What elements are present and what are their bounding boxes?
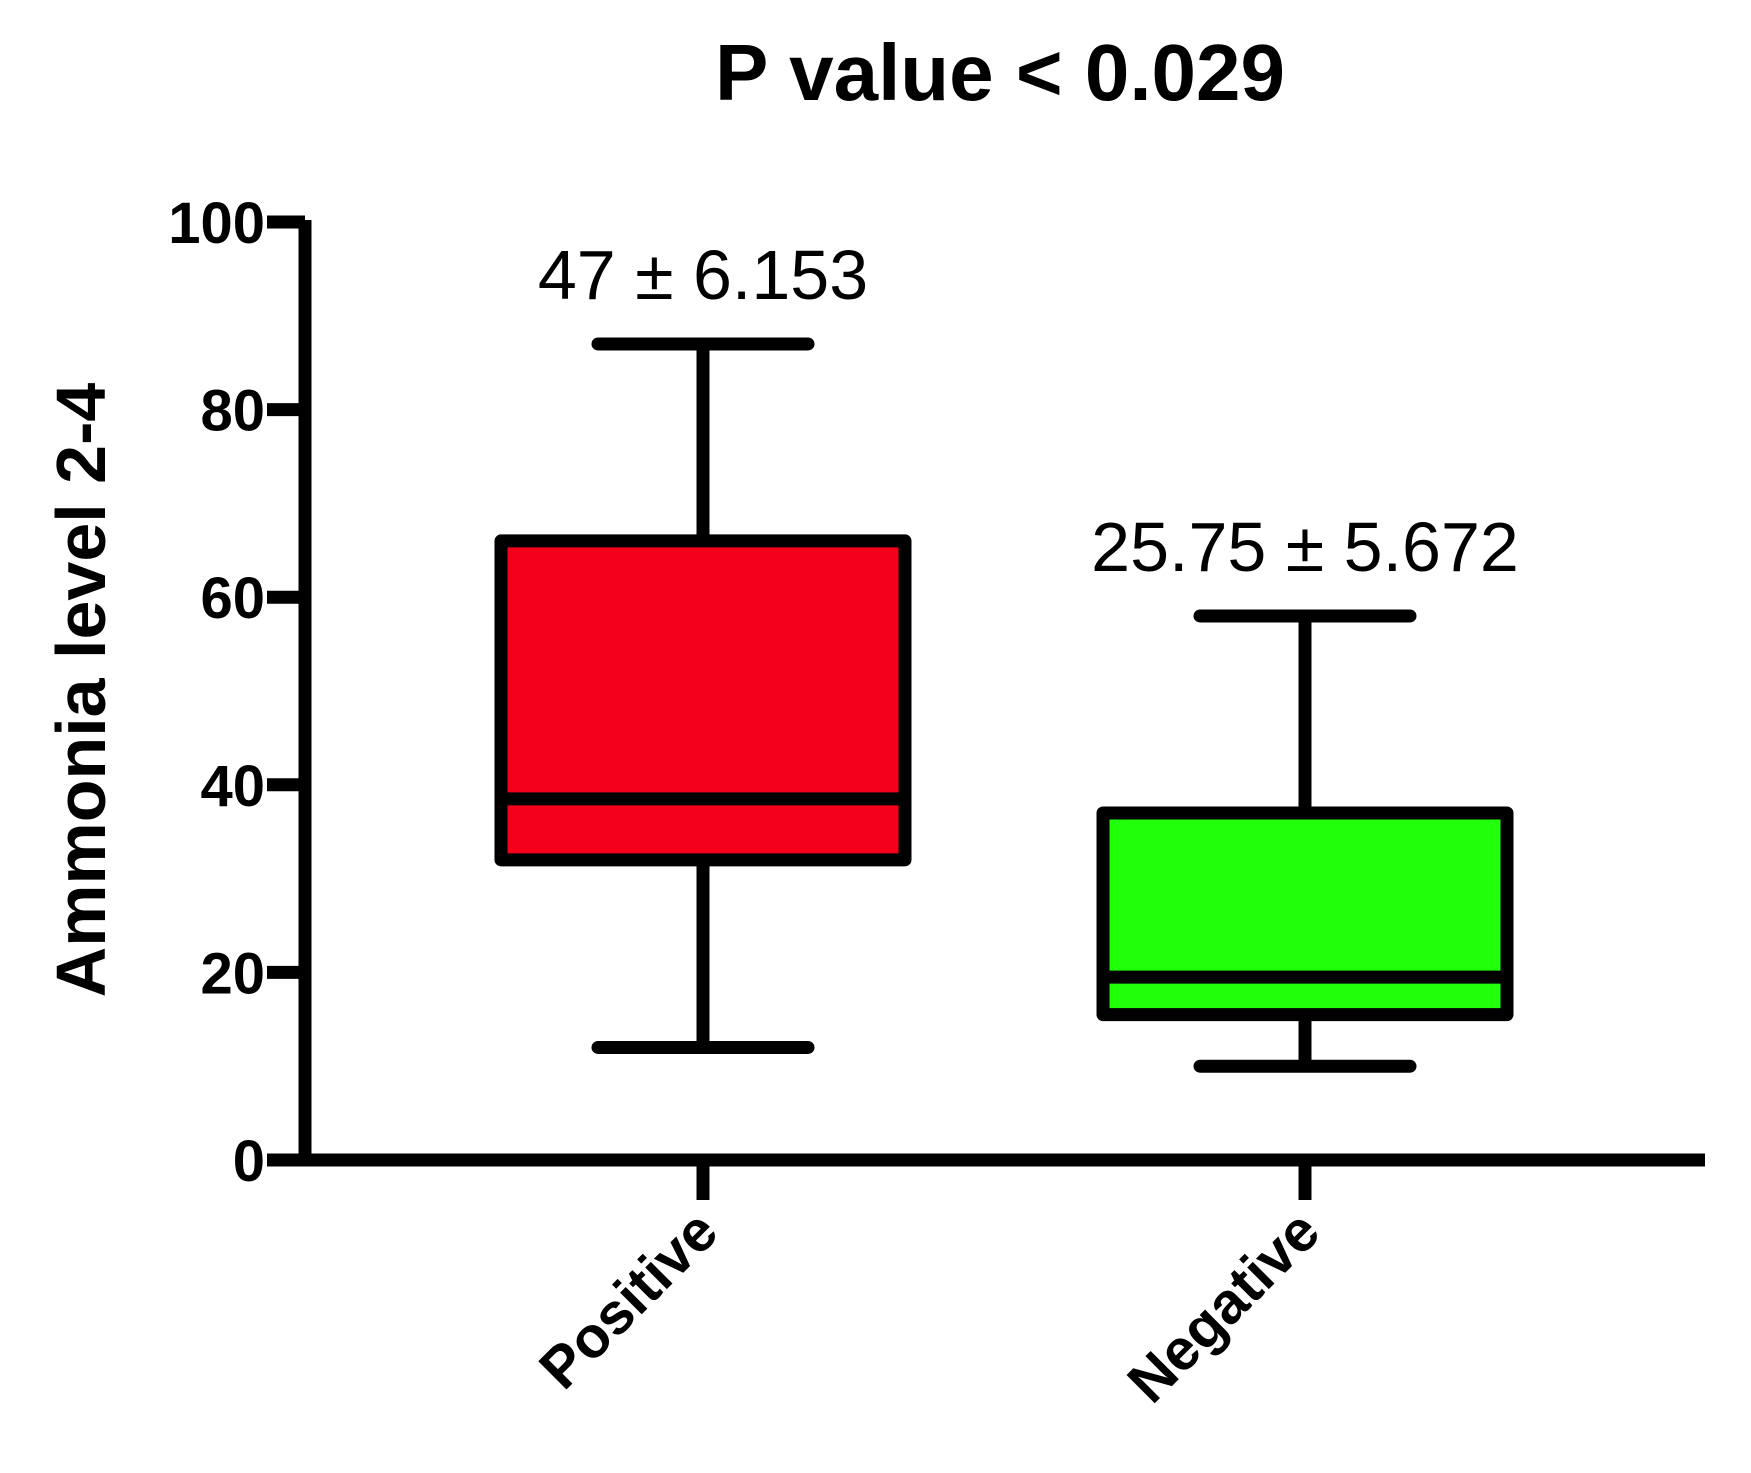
x-tick-label-negative: Negative: [1115, 1198, 1332, 1415]
y-axis-label: Ammonia level 2-4: [42, 383, 120, 998]
y-tick-label: 80: [200, 379, 265, 444]
y-tick-label: 20: [200, 941, 265, 1006]
negative-annotation: 25.75 ± 5.672: [1091, 508, 1519, 586]
positive-annotation: 47 ± 6.153: [538, 236, 868, 314]
y-tick-label: 0: [233, 1129, 265, 1194]
chart-title: P value < 0.029: [715, 28, 1285, 117]
y-tick-label: 40: [200, 754, 265, 819]
positive-box: [494, 534, 912, 867]
negative-box: [1096, 806, 1514, 1022]
y-tick-label: 60: [200, 566, 265, 631]
chart-marks: 0 20 40 60 80 100 Positive 47 ± 6.153 Negative 25…: [168, 191, 1705, 1415]
y-tick-label: 100: [168, 191, 265, 256]
x-tick-label-positive: Positive: [527, 1198, 730, 1401]
